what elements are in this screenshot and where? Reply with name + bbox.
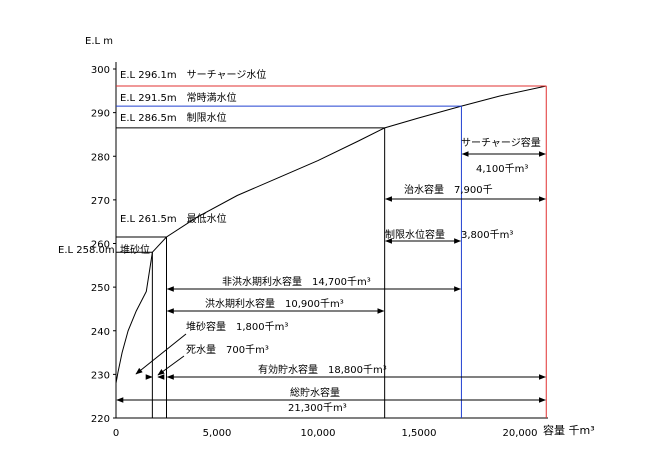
x-tick-label: 10,000	[301, 428, 336, 439]
x-tick-label: 5,000	[203, 428, 232, 439]
leader-dead-water	[157, 355, 185, 376]
label-dead-water: 死水量 700千m³	[186, 344, 269, 356]
value-total-storage: 21,300千m³	[288, 402, 347, 414]
label-restricted-level: E.L 286.5m 制限水位	[120, 111, 227, 124]
x-tick-label: 1,5000	[402, 428, 437, 439]
label-flood-control-capacity: 治水容量 7,900千	[404, 183, 493, 196]
leader-sediment-capacity	[135, 333, 187, 375]
label-sediment-capacity: 堆砂容量 1,800千m³	[186, 320, 288, 333]
y-tick-label: 230	[91, 370, 110, 381]
label-non-flood-water-use: 非洪水期利水容量 14,700千m³	[222, 275, 371, 288]
label-restricted-capacity: 制限水位容量	[385, 228, 445, 241]
label-minimum-level: E.L 261.5m 最低水位	[120, 212, 227, 225]
label-effective-storage: 有効貯水容量 18,800千m³	[258, 363, 387, 376]
label-surcharge-level: E.L 296.1m サーチャージ水位	[120, 68, 266, 81]
y-tick-label: 260	[91, 240, 110, 251]
label-surcharge-capacity: サーチャージ容量	[461, 136, 541, 149]
label-flood-water-use: 洪水期利水容量 10,900千m³	[205, 297, 344, 310]
x-ticks: 0 5,000 10,000 1,5000 20,000	[113, 428, 538, 439]
label-total-storage: 総貯水容量	[290, 386, 340, 399]
y-tick-label: 270	[91, 196, 110, 207]
y-tick-label: 220	[91, 414, 110, 425]
label-sediment-level: E.L 258.0m	[58, 245, 115, 256]
label-normal-level: E.L 291.5m 常時満水位	[120, 91, 237, 104]
value-surcharge-capacity: 4,100千m³	[476, 163, 528, 175]
x-tick-label: 0	[113, 428, 119, 439]
y-tick-label: 250	[91, 283, 110, 294]
y-tick-label: 280	[91, 152, 110, 163]
y-tick-label: 300	[91, 65, 110, 76]
storage-curve	[115, 85, 547, 384]
y-tick-label: 240	[91, 327, 110, 338]
y-ticks: 220 230 240 250 260 270 280 290 300	[91, 65, 116, 425]
x-axis-label: 容量 千m³	[543, 423, 595, 437]
y-axis-label: E.L m	[85, 36, 113, 47]
label-sediment-position: 堆砂位	[120, 243, 150, 256]
y-tick-label: 290	[91, 109, 110, 120]
value-restricted-capacity: 3,800千m³	[461, 229, 513, 241]
x-tick-label: 20,000	[503, 428, 538, 439]
